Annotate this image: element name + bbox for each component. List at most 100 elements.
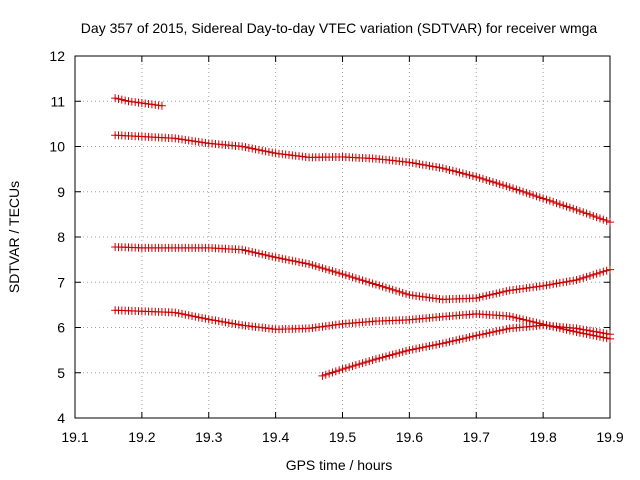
data-point bbox=[606, 265, 614, 274]
data-point bbox=[194, 313, 203, 322]
data-point bbox=[121, 96, 130, 105]
data-point bbox=[485, 291, 494, 300]
data-point bbox=[542, 195, 551, 204]
data-point bbox=[422, 161, 431, 170]
data-point bbox=[482, 175, 491, 184]
data-point bbox=[428, 341, 437, 350]
data-point bbox=[338, 270, 347, 279]
data-point bbox=[438, 339, 447, 348]
data-point bbox=[488, 290, 497, 299]
data-point bbox=[428, 162, 437, 171]
y-axis-title: SDTVAR / TECUs bbox=[6, 181, 22, 293]
y-tick-label: 6 bbox=[57, 320, 65, 336]
data-point bbox=[392, 349, 400, 358]
data-point bbox=[358, 359, 367, 368]
data-point bbox=[418, 343, 427, 352]
data-point bbox=[208, 315, 217, 324]
data-point bbox=[178, 309, 186, 318]
x-tick-label: 19.4 bbox=[262, 429, 289, 445]
data-point bbox=[505, 312, 514, 321]
data-point bbox=[512, 313, 521, 322]
data-point bbox=[565, 203, 574, 212]
data-point bbox=[345, 272, 354, 281]
data-point bbox=[502, 182, 511, 191]
data-point bbox=[325, 266, 334, 275]
data-point bbox=[475, 293, 484, 302]
y-tick-label: 5 bbox=[57, 365, 65, 381]
data-point bbox=[539, 281, 548, 290]
data-point bbox=[268, 148, 277, 157]
data-point bbox=[592, 213, 601, 222]
data-point bbox=[198, 313, 207, 322]
y-tick-labels: 4 5 6 7 8 9 10 11 12 bbox=[49, 48, 65, 426]
data-point bbox=[452, 336, 461, 345]
data-point bbox=[395, 348, 404, 357]
data-point bbox=[378, 353, 387, 362]
data-point bbox=[555, 278, 564, 287]
x-tick-labels: 19.1 19.2 19.3 19.4 19.5 19.6 19.7 19.8 19.9 bbox=[61, 429, 623, 445]
data-point bbox=[295, 258, 304, 267]
x-tick-label: 19.8 bbox=[530, 429, 557, 445]
data-point bbox=[448, 166, 457, 175]
data-point bbox=[214, 317, 223, 326]
grid bbox=[75, 56, 610, 418]
data-point bbox=[582, 209, 591, 218]
data-point bbox=[455, 168, 464, 177]
data-point bbox=[582, 326, 591, 335]
data-point bbox=[549, 197, 558, 206]
x-tick-label: 19.2 bbox=[128, 429, 155, 445]
data-point bbox=[201, 314, 210, 323]
data-point bbox=[438, 164, 447, 173]
data-point bbox=[472, 172, 481, 181]
data-point bbox=[405, 158, 414, 167]
data-point bbox=[418, 160, 427, 169]
data-point bbox=[291, 257, 300, 266]
data-point bbox=[368, 279, 377, 288]
data-point bbox=[435, 340, 444, 349]
data-point bbox=[331, 268, 340, 277]
data-point bbox=[606, 330, 614, 339]
data-point bbox=[519, 187, 528, 196]
data-point bbox=[271, 253, 280, 262]
data-point bbox=[572, 324, 581, 333]
data-point bbox=[351, 274, 360, 283]
data-point bbox=[442, 165, 451, 174]
data-point bbox=[472, 294, 481, 303]
data-point bbox=[475, 173, 484, 182]
data-point bbox=[495, 288, 504, 297]
data-point bbox=[381, 283, 390, 292]
data-point bbox=[114, 94, 123, 103]
data-point bbox=[238, 142, 247, 151]
data-point bbox=[532, 192, 541, 201]
data-point bbox=[445, 337, 454, 346]
data-point bbox=[579, 208, 588, 217]
data-point bbox=[595, 328, 604, 337]
data-point bbox=[412, 344, 421, 353]
data-point bbox=[241, 246, 250, 255]
data-point bbox=[248, 144, 257, 153]
data-point bbox=[515, 314, 524, 323]
series-track-2 bbox=[111, 131, 614, 227]
data-point bbox=[535, 193, 544, 202]
data-point bbox=[505, 183, 514, 192]
data-point bbox=[485, 328, 494, 337]
data-point bbox=[371, 355, 380, 364]
data-point bbox=[318, 371, 327, 380]
data-point bbox=[495, 180, 504, 189]
data-point bbox=[281, 255, 290, 264]
axis-ticks bbox=[74, 55, 611, 419]
data-point bbox=[301, 259, 310, 268]
data-point bbox=[335, 366, 344, 375]
x-tick-label: 19.7 bbox=[463, 429, 490, 445]
data-point bbox=[171, 308, 180, 317]
y-tick-label: 8 bbox=[57, 229, 65, 245]
series-track-5 bbox=[318, 321, 614, 380]
data-point bbox=[415, 344, 424, 353]
data-point bbox=[465, 171, 474, 180]
data-point bbox=[462, 170, 471, 179]
data-point bbox=[585, 271, 594, 280]
data-point bbox=[579, 273, 588, 282]
data-point bbox=[445, 165, 454, 174]
data-point bbox=[224, 318, 233, 327]
